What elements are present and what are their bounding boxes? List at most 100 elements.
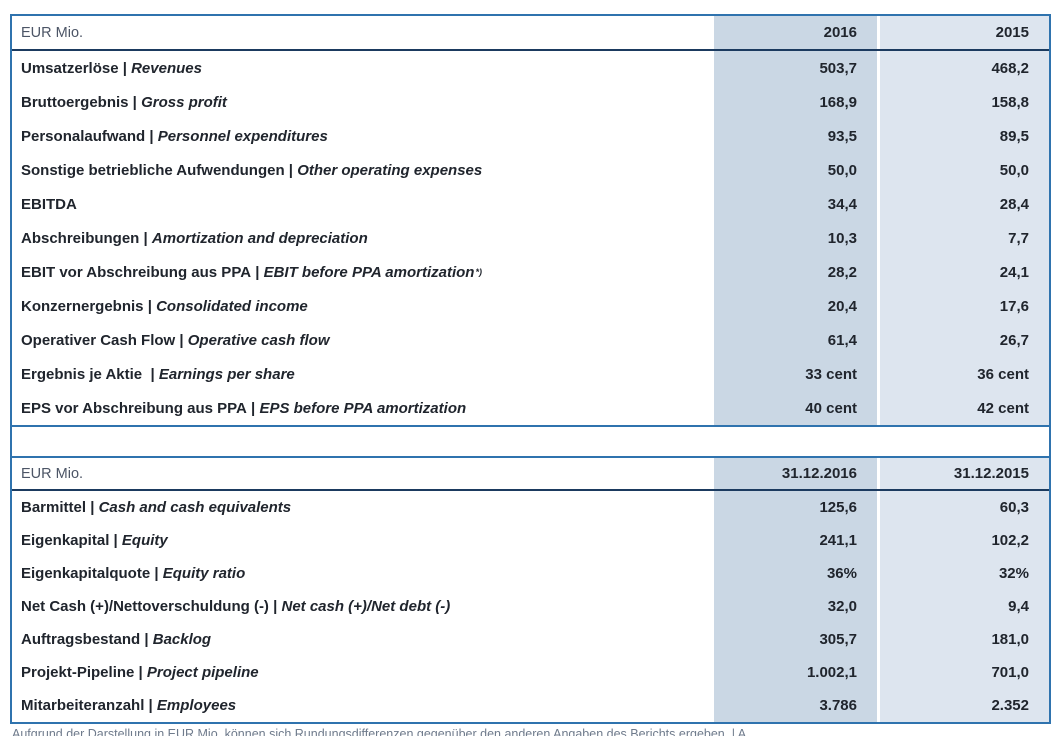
row-label-en: Cash and cash equivalents [98, 499, 292, 516]
column-gap [877, 323, 880, 357]
cell-2016: 32,0 [714, 590, 877, 623]
cell-2015: 36 cent [880, 357, 1049, 391]
row-label: Barmittel | Cash and cash equivalents [12, 491, 714, 524]
cell-2016: 28,2 [714, 255, 877, 289]
row-label-de: Barmittel [21, 499, 87, 516]
row-label-separator: | [268, 598, 282, 615]
spacer-cell [880, 427, 1049, 456]
row-label-en: Project pipeline [146, 664, 259, 681]
row-label-separator: | [118, 59, 132, 77]
row-label-separator: | [150, 565, 163, 582]
column-gap [877, 85, 880, 119]
footnote-marker: *) [475, 266, 482, 277]
column-header-2015: 2015 [880, 16, 1049, 49]
row-label: Auftragsbestand | Backlog [12, 623, 714, 656]
row-label-en: Personnel expenditures [157, 127, 328, 145]
row-label: Personalaufwand | Personnel expenditures [12, 119, 714, 153]
cell-2015: 42 cent [880, 391, 1049, 425]
cell-2015: 26,7 [880, 323, 1049, 357]
table-row: Personalaufwand | Personnel expenditures… [12, 119, 1049, 153]
row-label-separator: | [134, 664, 147, 681]
table-row: Mitarbeiteranzahl | Employees 3.786 2.35… [12, 689, 1049, 722]
row-label: Eigenkapital | Equity [12, 524, 714, 557]
row-label-de: Umsatzerlöse [21, 59, 119, 77]
column-gap [877, 590, 880, 623]
row-label-de: Sonstige betriebliche Aufwendungen [21, 161, 285, 179]
row-label-separator: | [143, 297, 157, 315]
cell-2015: 60,3 [880, 491, 1049, 524]
row-label-separator: | [142, 365, 159, 383]
column-gap [877, 221, 880, 255]
table-row: Umsatzerlöse | Revenues 503,7 468,2 [12, 51, 1049, 85]
column-gap [877, 689, 880, 722]
column-gap [877, 255, 880, 289]
row-label: Operativer Cash Flow | Operative cash fl… [12, 323, 714, 357]
column-gap [877, 623, 880, 656]
cell-2016: 33 cent [714, 357, 877, 391]
row-label-en: Equity [121, 532, 168, 549]
cell-2016: 36% [714, 557, 877, 590]
cell-2016: 40 cent [714, 391, 877, 425]
row-label-separator: | [144, 697, 157, 714]
cell-2015: 32% [880, 557, 1049, 590]
cell-2016: 50,0 [714, 153, 877, 187]
cell-2015: 7,7 [880, 221, 1049, 255]
row-label-de: Auftragsbestand [21, 631, 141, 648]
cell-2015: 28,4 [880, 187, 1049, 221]
row-label-de: Konzernergebnis [21, 297, 144, 315]
table2-header-row: EUR Mio. 31.12.2016 31.12.2015 [12, 458, 1049, 491]
column-gap [877, 51, 880, 85]
row-label-en: Equity ratio [162, 565, 246, 582]
cell-2016: 305,7 [714, 623, 877, 656]
table-row: Ergebnis je Aktie | Earnings per share 3… [12, 357, 1049, 391]
row-label-de: Projekt-Pipeline [21, 664, 135, 681]
row-label-en: EPS before PPA amortization [259, 399, 467, 417]
table-footnote: Aufgrund der Darstellung in EUR Mio. kön… [12, 727, 747, 736]
table1-header-row: EUR Mio. 2016 2015 [12, 16, 1049, 51]
spacer-cell [12, 427, 714, 456]
column-gap [877, 16, 880, 49]
table-row: Sonstige betriebliche Aufwendungen | Oth… [12, 153, 1049, 187]
cell-2016: 241,1 [714, 524, 877, 557]
cell-2015: 102,2 [880, 524, 1049, 557]
cell-2015: 181,0 [880, 623, 1049, 656]
row-label: Umsatzerlöse | Revenues [12, 51, 714, 85]
row-label-separator: | [246, 399, 260, 417]
row-label-de: Personalaufwand [21, 127, 146, 145]
table-row: EBIT vor Abschreibung aus PPA | EBIT bef… [12, 255, 1049, 289]
cell-2015: 17,6 [880, 289, 1049, 323]
table-row: Eigenkapital | Equity 241,1 102,2 [12, 524, 1049, 557]
row-label-en: EBIT before PPA amortization [263, 263, 475, 281]
table-row: Bruttoergebnis | Gross profit 168,9 158,… [12, 85, 1049, 119]
row-label-separator: | [251, 263, 264, 281]
unit-label: EUR Mio. [21, 24, 84, 41]
column-gap [877, 656, 880, 689]
cell-2015: 50,0 [880, 153, 1049, 187]
cell-2016: 503,7 [714, 51, 877, 85]
row-label-en: Revenues [131, 59, 202, 77]
table-row: Abschreibungen | Amortization and deprec… [12, 221, 1049, 255]
column-gap [877, 187, 880, 221]
row-label: EBITDA [12, 187, 714, 221]
row-label: Eigenkapitalquote | Equity ratio [12, 557, 714, 590]
row-label: EBIT vor Abschreibung aus PPA | EBIT bef… [12, 255, 714, 289]
row-label: Konzernergebnis | Consolidated income [12, 289, 714, 323]
row-label-de: EPS vor Abschreibung aus PPA [21, 399, 247, 417]
cell-2015: 24,1 [880, 255, 1049, 289]
row-label-separator: | [139, 229, 152, 247]
row-label: Sonstige betriebliche Aufwendungen | Oth… [12, 153, 714, 187]
row-label-en: Net cash (+)/Net debt (-) [281, 598, 451, 615]
cell-2016: 125,6 [714, 491, 877, 524]
kpi-table-frame: EUR Mio. 2016 2015 Umsatzerlöse | Revenu… [10, 14, 1051, 724]
row-label-en: Operative cash flow [187, 331, 330, 349]
row-label: Bruttoergebnis | Gross profit [12, 85, 714, 119]
row-label-separator: | [140, 631, 153, 648]
column-gap [877, 153, 880, 187]
cell-2015: 158,8 [880, 85, 1049, 119]
row-label: Projekt-Pipeline | Project pipeline [12, 656, 714, 689]
row-label-en: Consolidated income [156, 297, 308, 315]
cell-2016: 3.786 [714, 689, 877, 722]
spacer-cell [714, 427, 877, 456]
cell-2016: 10,3 [714, 221, 877, 255]
